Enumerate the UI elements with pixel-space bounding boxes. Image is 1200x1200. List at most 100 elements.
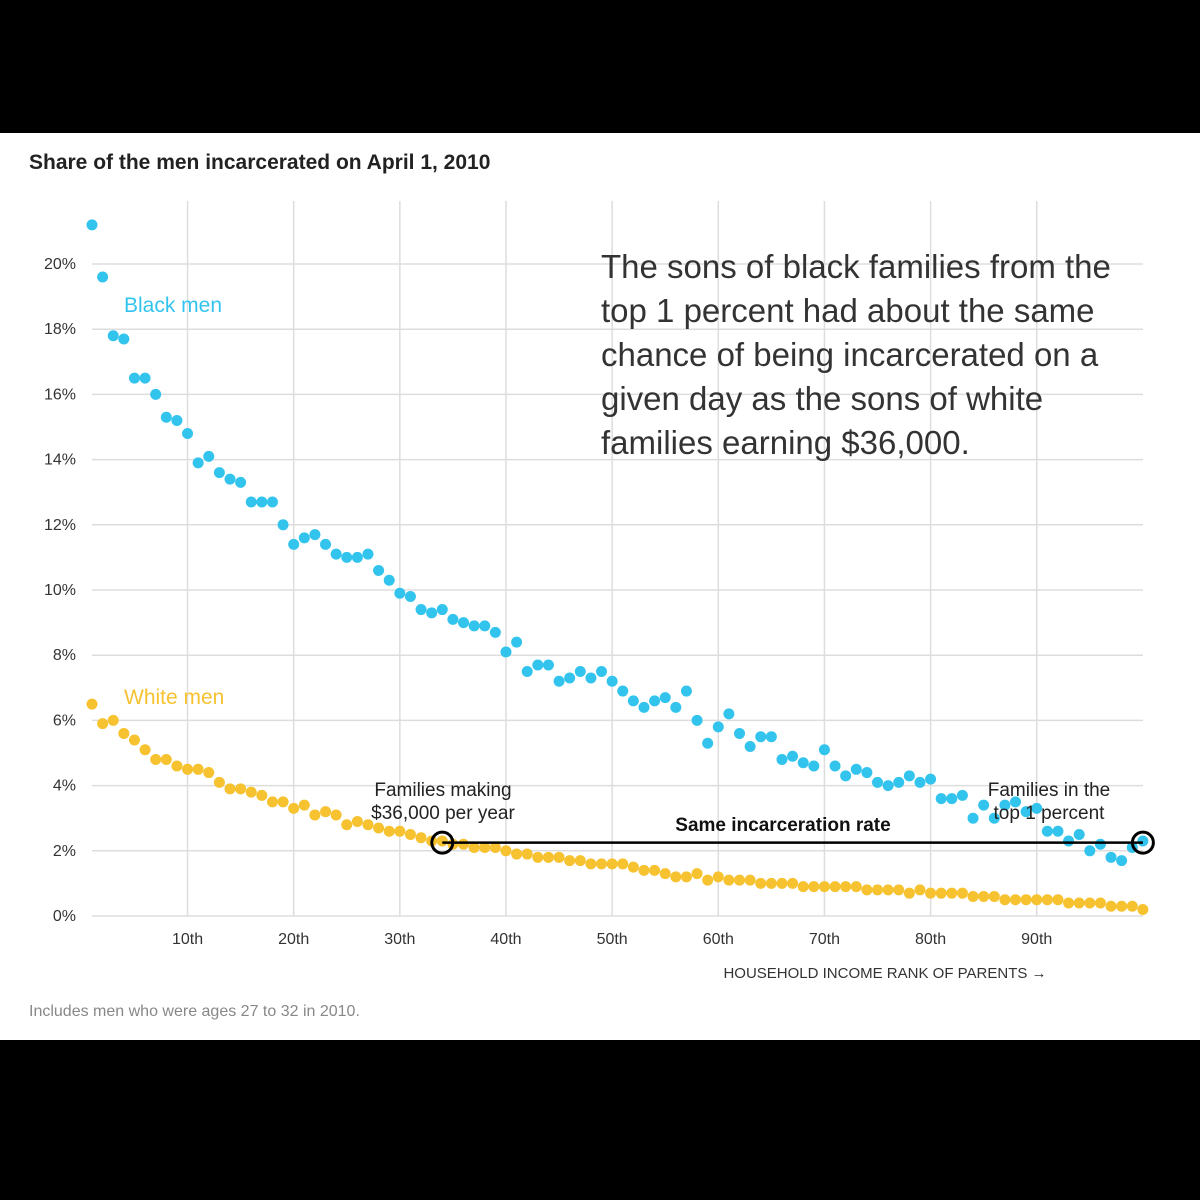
white-men-point — [797, 881, 809, 893]
white-men-point — [564, 855, 576, 867]
black-men-point — [97, 271, 109, 283]
white-men-point — [999, 894, 1011, 906]
black-men-point — [564, 672, 576, 684]
white-men-point — [542, 851, 554, 863]
black-men-point — [914, 776, 926, 788]
black-men-point — [903, 770, 915, 782]
black-men-point — [394, 587, 406, 599]
black-men-point — [978, 799, 990, 811]
white-men-point — [956, 887, 968, 899]
white-men-point — [309, 809, 321, 821]
black-men-point — [224, 473, 236, 485]
black-men-point — [330, 548, 342, 560]
white-men-point — [1020, 894, 1032, 906]
x-tick-label: 80th — [915, 931, 946, 948]
y-tick-label: 0% — [53, 908, 76, 925]
black-men-point — [298, 532, 310, 544]
white-men-point — [330, 809, 342, 821]
black-men-point — [946, 793, 958, 805]
white-men-point — [182, 763, 194, 775]
white-men-point — [266, 796, 278, 808]
white-men-point — [394, 825, 406, 837]
black-men-point — [309, 529, 321, 541]
white-men-point — [362, 819, 374, 831]
white-men-point — [245, 786, 257, 798]
black-men-point — [160, 411, 172, 423]
black-men-point — [182, 428, 194, 440]
white-men-point — [776, 877, 788, 889]
black-men-point — [1063, 835, 1075, 847]
right-marker-circle — [1130, 830, 1155, 855]
white-men-point — [659, 868, 671, 880]
black-men-point — [893, 776, 905, 788]
connector-label: Same incarceration rate — [675, 815, 890, 836]
white-men-point — [872, 884, 884, 896]
white-men-point — [203, 767, 215, 779]
black-men-point — [373, 564, 385, 576]
white-men-point — [373, 822, 385, 834]
series-label-black-men: Black men — [124, 294, 222, 317]
white-men-point — [341, 819, 353, 831]
left-marker-label: Families making $36,000 per year — [371, 780, 515, 824]
white-men-point — [107, 714, 119, 726]
y-tick-label: 10% — [44, 582, 76, 599]
black-men-point — [436, 604, 448, 616]
white-men-point — [787, 877, 799, 889]
white-men-point — [638, 864, 650, 876]
black-men-point — [266, 496, 278, 508]
black-men-point — [1052, 825, 1064, 837]
black-men-point — [532, 659, 544, 671]
black-men-point — [118, 333, 130, 345]
black-men-point — [691, 714, 703, 726]
black-men-point — [829, 760, 841, 772]
white-men-point — [617, 858, 629, 870]
chart-title: Share of the men incarcerated on April 1… — [29, 151, 491, 174]
black-men-point — [1073, 829, 1085, 840]
black-men-point — [489, 626, 501, 638]
black-men-point — [935, 793, 947, 805]
black-men-point — [553, 675, 565, 687]
black-men-point — [128, 372, 140, 384]
black-men-point — [574, 666, 586, 677]
white-men-point — [139, 744, 151, 756]
black-men-point — [861, 767, 873, 779]
white-men-point — [351, 815, 363, 827]
black-men-point — [213, 467, 225, 479]
gridlines — [92, 201, 1143, 917]
black-men-point — [787, 750, 799, 762]
white-men-point — [160, 754, 172, 766]
white-men-point — [691, 868, 703, 880]
x-axis-label: HOUSEHOLD INCOME RANK OF PARENTS → — [723, 965, 1046, 982]
x-tick-label: 40th — [490, 931, 521, 948]
black-men-point — [659, 692, 671, 704]
black-men-point — [712, 721, 724, 733]
white-men-point — [97, 718, 109, 730]
white-men-point — [1041, 894, 1053, 906]
black-men-point — [680, 685, 692, 697]
white-men-point — [861, 884, 873, 896]
white-men-point — [744, 874, 756, 886]
white-men-point — [755, 877, 767, 889]
white-men-point — [734, 874, 746, 886]
black-men-point — [415, 604, 427, 616]
black-men-point — [882, 780, 894, 792]
black-men-point — [192, 457, 204, 469]
white-men-point — [468, 842, 480, 854]
white-men-point — [606, 858, 618, 870]
white-men-point — [840, 881, 852, 893]
white-men-point — [723, 874, 735, 886]
white-men-point — [627, 861, 639, 873]
black-men-point — [351, 551, 363, 563]
x-tick-label: 50th — [597, 931, 628, 948]
black-men-point — [511, 636, 523, 648]
black-men-point — [850, 763, 862, 775]
white-men-point — [213, 776, 225, 788]
white-men-point — [978, 890, 990, 902]
black-men-point — [702, 737, 714, 749]
black-men-point — [776, 754, 788, 766]
black-men-point — [150, 388, 162, 400]
black-men-point — [734, 727, 746, 739]
black-men-point — [362, 548, 374, 560]
headline-annotation: The sons of black families from the top 1… — [601, 248, 1111, 461]
black-men-point — [596, 666, 608, 677]
